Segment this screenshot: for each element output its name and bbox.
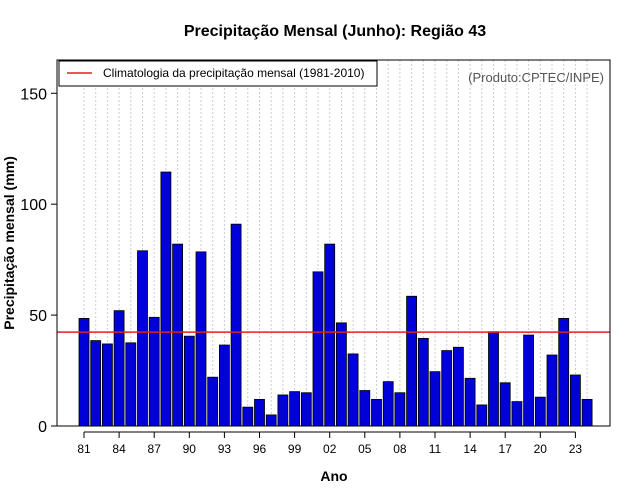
bar-1983 (102, 343, 113, 427)
bar-2012 (441, 350, 453, 427)
x-tick-label-08: 08 (393, 442, 407, 456)
bar-2008 (394, 392, 406, 427)
x-tick-label-17: 17 (499, 442, 513, 456)
y-axis-label: Precipitação mensal (mm) (1, 156, 17, 330)
x-axis-label: Ano (320, 468, 347, 484)
bar-2009 (406, 295, 418, 427)
bar-1984 (113, 310, 125, 427)
bar-2002 (324, 243, 336, 427)
bar-1997 (265, 414, 277, 427)
bar-2014 (464, 377, 476, 427)
x-tick-label-90: 90 (183, 442, 197, 456)
bars (78, 171, 593, 427)
x-tick-label-02: 02 (323, 442, 337, 456)
bar-1998 (277, 394, 289, 427)
bar-2017 (499, 382, 511, 427)
bar-2010 (417, 337, 429, 427)
bar-2001 (312, 271, 324, 427)
bar-2024 (581, 398, 593, 427)
bar-2006 (371, 398, 382, 427)
bar-1987 (148, 316, 160, 427)
bar-2013 (452, 346, 464, 427)
y-axis: 0 50 100 150 (20, 86, 58, 436)
bar-1986 (137, 250, 148, 427)
bar-2018 (511, 401, 523, 427)
y-tick-label-100: 100 (20, 197, 47, 214)
bar-2003 (335, 322, 347, 427)
legend: Climatologia da precipitação mensal (198… (58, 60, 378, 87)
bar-2015 (476, 404, 488, 427)
bar-2005 (359, 390, 371, 427)
y-tick-label-150: 150 (20, 86, 47, 103)
bar-1995 (242, 406, 254, 427)
legend-label: Climatologia da precipitação mensal (198… (103, 66, 364, 80)
bar-2000 (300, 392, 312, 427)
y-tick-label-50: 50 (29, 308, 47, 325)
x-tick-label-93: 93 (218, 442, 232, 456)
x-tick-label-23: 23 (569, 442, 583, 456)
chart-title: Precipitação Mensal (Junho): Região 43 (184, 23, 486, 40)
bar-2023 (570, 374, 581, 427)
bar-1994 (230, 223, 242, 427)
bar-1991 (195, 251, 207, 427)
bar-1996 (254, 398, 265, 427)
bar-1985 (125, 342, 137, 427)
bar-2007 (382, 381, 394, 427)
bar-2011 (429, 371, 441, 427)
x-axis: 81 84 87 90 93 96 99 02 05 08 11 14 17 20 23 (77, 431, 583, 456)
bar-1981 (78, 318, 90, 427)
bar-2019 (523, 334, 534, 427)
bar-1999 (289, 391, 301, 427)
y-tick-label-0: 0 (38, 419, 47, 436)
legend-box (58, 60, 378, 87)
x-tick-label-96: 96 (253, 442, 267, 456)
bar-1988 (160, 171, 172, 427)
x-tick-label-81: 81 (77, 442, 91, 456)
bar-2016 (488, 331, 499, 427)
bar-1993 (218, 344, 230, 427)
bar-1990 (183, 335, 195, 427)
x-tick-label-87: 87 (148, 442, 162, 456)
x-tick-label-99: 99 (288, 442, 302, 456)
bar-2021 (546, 354, 558, 427)
x-tick-label-84: 84 (112, 442, 126, 456)
x-tick-label-05: 05 (358, 442, 372, 456)
x-tick-label-20: 20 (534, 442, 548, 456)
bar-1982 (90, 340, 102, 427)
bar-1989 (172, 243, 184, 427)
x-tick-label-11: 11 (429, 442, 442, 456)
source-credit: (Produto:CPTEC/INPE) (468, 70, 604, 85)
bar-2004 (347, 353, 359, 427)
bar-2022 (558, 318, 570, 427)
x-tick-label-14: 14 (463, 442, 477, 456)
bar-1992 (207, 376, 219, 427)
bar-2020 (534, 396, 546, 427)
